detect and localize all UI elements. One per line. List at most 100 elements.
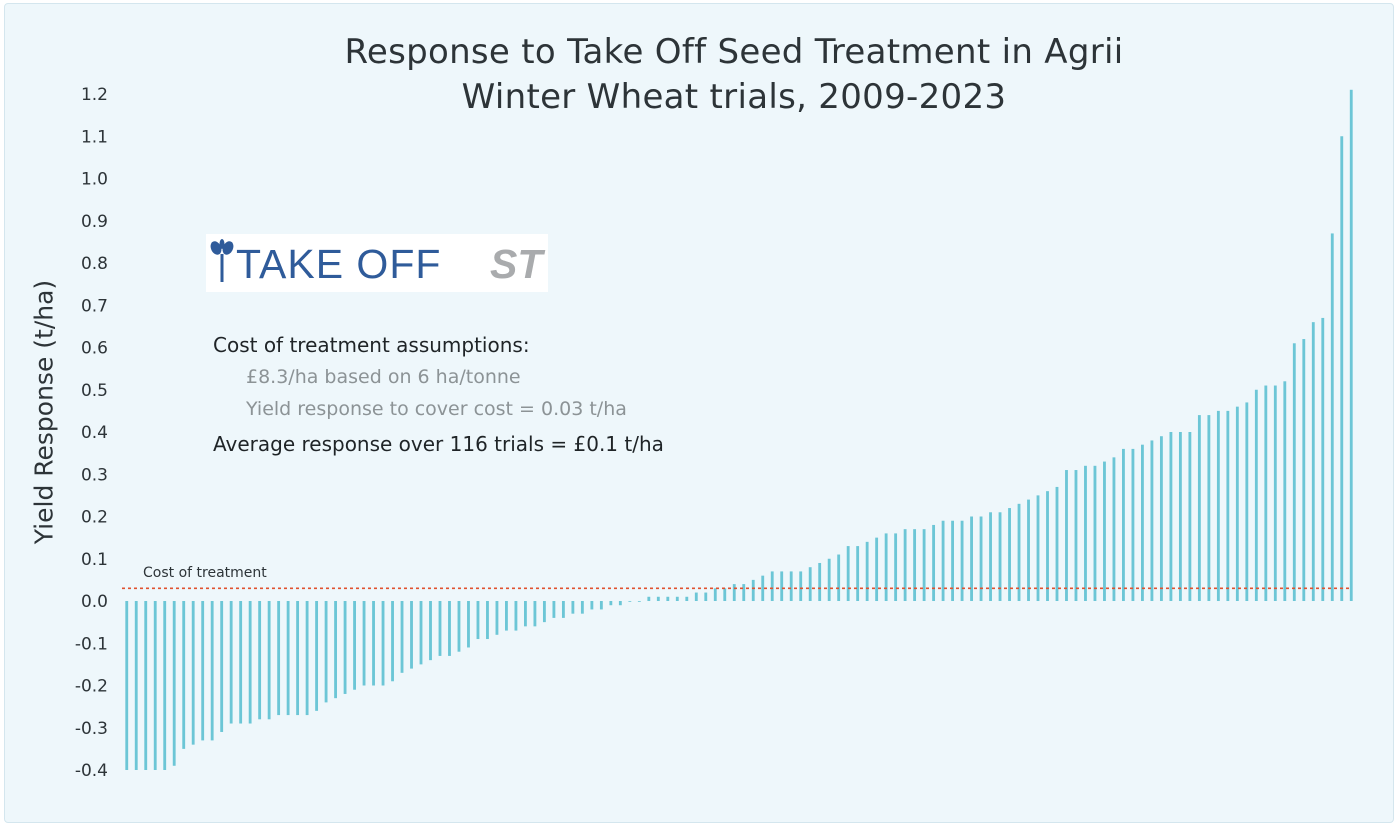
cost-assumptions-heading: Cost of treatment assumptions: [213, 333, 530, 357]
bar [457, 601, 461, 652]
bar [476, 601, 480, 640]
bar [172, 601, 176, 766]
bar [1103, 461, 1106, 601]
chart-panel [4, 3, 1394, 823]
y-tick-label: -0.2 [75, 677, 108, 697]
bar [1340, 136, 1344, 601]
bar [1235, 406, 1239, 601]
bar [951, 520, 954, 601]
bar [970, 516, 973, 601]
bar [1216, 410, 1220, 602]
bar [1178, 432, 1182, 601]
y-tick-label: 0.2 [81, 508, 108, 528]
bar [125, 601, 129, 770]
y-tick-label: 0.4 [81, 423, 108, 443]
bar [552, 601, 556, 618]
bar [1036, 495, 1040, 602]
bar [865, 541, 869, 601]
bar [599, 601, 603, 610]
bar [780, 571, 784, 601]
y-tick-label: 1.1 [81, 127, 108, 147]
bar-series [125, 89, 1353, 770]
bar [1008, 508, 1011, 601]
bar [1055, 486, 1059, 601]
bar [1188, 432, 1192, 601]
bar [1074, 470, 1078, 601]
bar [770, 571, 774, 601]
bar [1283, 381, 1287, 601]
bar [448, 601, 451, 656]
bar [305, 601, 309, 716]
bar [1159, 436, 1163, 601]
bar [998, 512, 1002, 601]
y-tick-label: 0.6 [81, 339, 108, 359]
bar [941, 520, 945, 601]
chart-title-line1: Response to Take Off Seed Treatment in A… [344, 32, 1124, 72]
bar [789, 571, 793, 601]
y-tick-label: 0.7 [81, 296, 108, 316]
bar [1245, 402, 1249, 601]
y-tick-label: 0.0 [81, 592, 108, 612]
bar [1169, 432, 1173, 601]
bar [1321, 317, 1325, 601]
bar [1197, 415, 1201, 601]
logo-wordmark: TAKE OFF [236, 241, 442, 287]
bar [334, 601, 337, 699]
bar [429, 601, 432, 661]
bar [1207, 415, 1211, 601]
bar [799, 571, 803, 601]
y-tick-label: 0.3 [81, 465, 108, 485]
y-tick-label: 0.5 [81, 381, 108, 401]
bar [514, 601, 518, 631]
bar [913, 529, 917, 601]
bar [1264, 385, 1268, 601]
bar [1273, 385, 1277, 601]
bar [846, 546, 850, 601]
bar [808, 567, 812, 601]
bar [580, 601, 584, 614]
cost-line-label: Cost of treatment [143, 565, 267, 581]
bar [732, 584, 736, 601]
bar [1349, 89, 1353, 601]
bar [761, 575, 765, 601]
bar [609, 601, 613, 606]
bar [903, 529, 907, 601]
bar [647, 596, 651, 601]
bar [353, 601, 356, 690]
take-off-logo: TAKE OFF ST [206, 234, 548, 292]
y-tick-label: -0.3 [75, 719, 108, 739]
bar [1311, 322, 1315, 601]
bar [742, 584, 746, 601]
cost-assumption-1: £8.3/ha based on 6 ha/tonne [246, 366, 521, 388]
bar [343, 601, 347, 694]
bar [239, 601, 243, 724]
bar [837, 554, 841, 601]
bar [372, 601, 375, 686]
bar [419, 601, 423, 665]
bar [163, 601, 167, 770]
bar [381, 601, 385, 686]
bar [1226, 410, 1230, 602]
bar [258, 601, 262, 720]
y-tick-label: 0.1 [81, 550, 108, 570]
bar [694, 592, 698, 601]
bar [666, 596, 670, 601]
y-tick-label: -0.1 [75, 634, 108, 654]
bar [324, 601, 328, 703]
bar [590, 601, 594, 610]
bar [675, 596, 679, 601]
bar [704, 592, 708, 601]
bar [1302, 339, 1306, 601]
bar [1292, 343, 1296, 601]
bar [932, 524, 936, 601]
bar [1046, 491, 1049, 601]
bar [400, 601, 404, 673]
bar [391, 601, 394, 682]
bar [1065, 470, 1068, 601]
logo-suffix: ST [490, 241, 543, 287]
bar [618, 601, 622, 606]
bar [637, 601, 641, 602]
bar [410, 601, 413, 669]
bar [296, 601, 300, 716]
y-tick-label: 0.9 [81, 212, 108, 232]
